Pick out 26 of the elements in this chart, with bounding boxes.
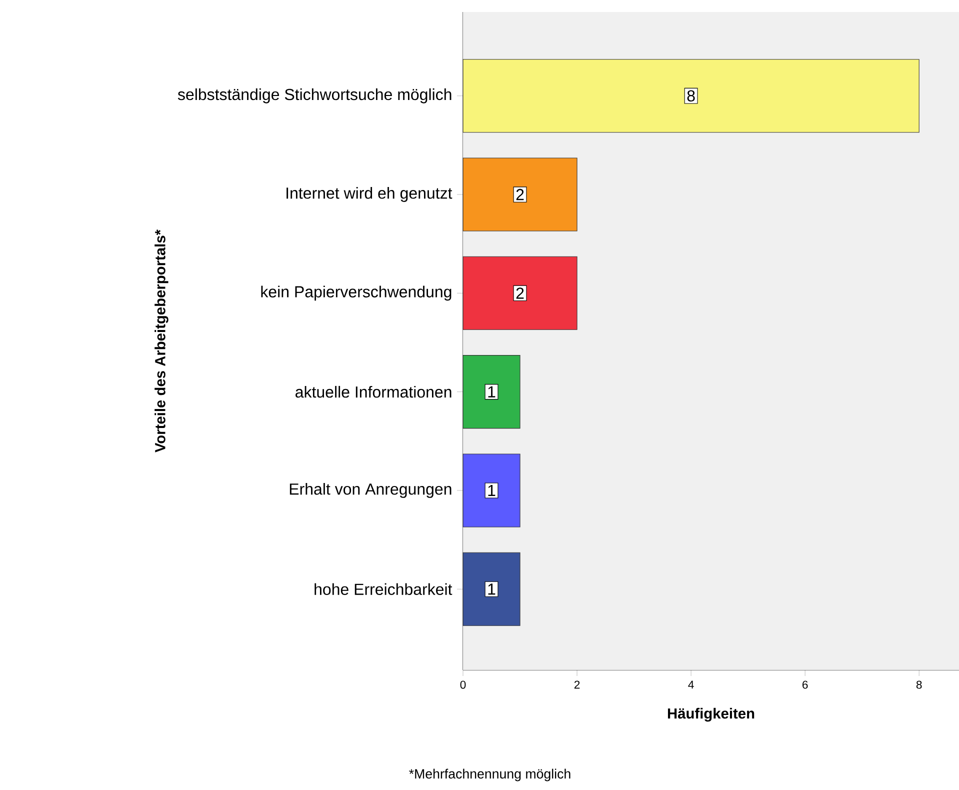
bar: [462, 256, 578, 330]
y-tick-label: Internet wird eh genutzt: [286, 187, 452, 202]
data-label: 8: [687, 90, 695, 102]
bar: [462, 355, 520, 429]
y-tick-label: kein Papierverschwendung: [261, 286, 452, 301]
data-label: 1: [488, 484, 496, 496]
y-tick-label: aktuelle Informationen: [296, 386, 452, 398]
x-tick-label: 8: [916, 680, 922, 689]
data-label: 2: [516, 288, 524, 299]
y-tick-label: Erhalt von Anregungen: [290, 483, 452, 498]
text: *Mehrfachnennung möglich: [409, 768, 570, 782]
bar: [462, 158, 578, 232]
x-tick-label: 2: [574, 680, 580, 689]
x-tick-label: 6: [802, 680, 808, 689]
y-tick-label: hohe Erreichbarkeit: [314, 583, 452, 595]
bar: [462, 552, 520, 626]
data-label: 1: [488, 584, 496, 595]
y-tick-label: selbstständige Stichwortsuche möglich: [178, 88, 452, 104]
bar: [462, 59, 920, 133]
data-label: 1: [488, 386, 496, 398]
y-axis-title: Vorteile des Arbeitgeberportals*: [154, 230, 168, 452]
x-tick-label: 4: [688, 680, 694, 689]
x-tick-label: 0: [460, 680, 466, 689]
data-label: 2: [516, 188, 524, 200]
bar: [462, 454, 520, 528]
x-axis-title: Häufigkeiten: [668, 708, 754, 722]
